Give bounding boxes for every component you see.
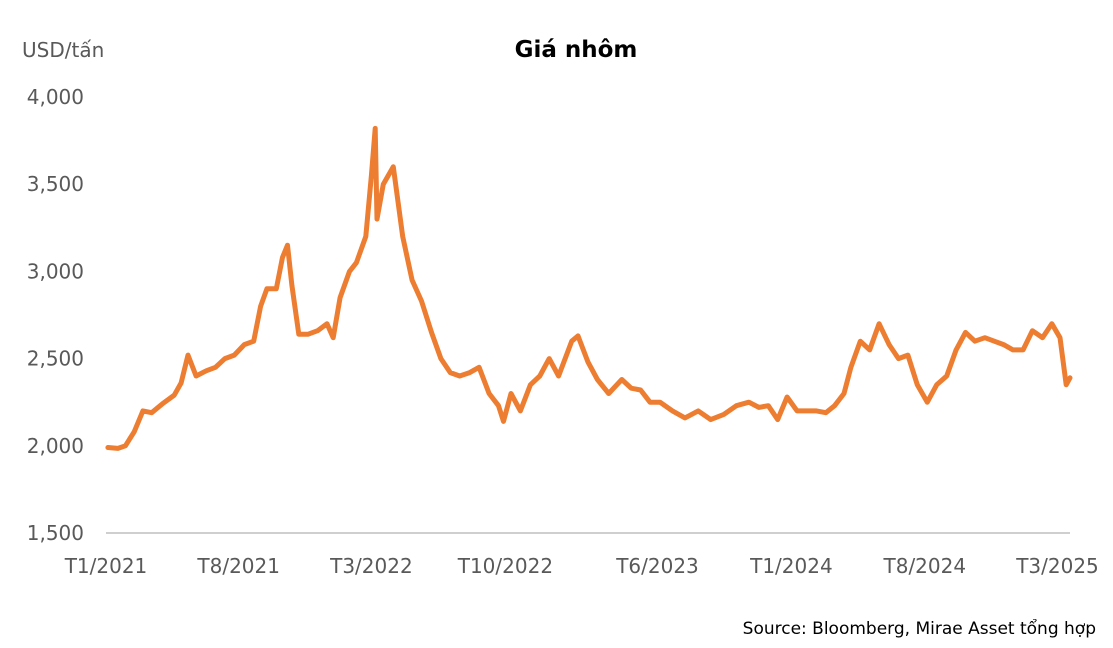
x-axis-ticks: T1/2021 T8/2021 T3/2022 T10/2022 T6/2023 T1/2… [64, 554, 1099, 578]
source-note: Source: Bloomberg, Mirae Asset tổng hợp [743, 618, 1096, 639]
y-tick-label: 3,000 [27, 259, 84, 283]
series-line-0 [105, 125, 1073, 451]
x-tick-label: T10/2022 [457, 554, 553, 578]
x-tick-label: T8/2021 [196, 554, 280, 578]
x-tick-label: T3/2022 [329, 554, 413, 578]
y-tick-label: 4,000 [27, 85, 84, 109]
chart-title: Giá nhôm [515, 37, 638, 63]
x-tick-label: T1/2024 [749, 554, 833, 578]
series-layer [105, 125, 1073, 451]
y-tick-label: 2,500 [27, 347, 84, 371]
y-tick-label: 2,000 [27, 434, 84, 458]
x-tick-label: T6/2023 [615, 554, 699, 578]
x-tick-label: T1/2021 [64, 554, 148, 578]
y-tick-label: 3,500 [27, 172, 84, 196]
x-tick-label: T8/2024 [883, 554, 967, 578]
x-tick-label: T3/2025 [1015, 554, 1099, 578]
y-axis-unit-label: USD/tấn [22, 38, 104, 62]
y-axis-ticks: 1,500 2,000 2,500 3,000 3,500 4,000 [27, 85, 84, 545]
y-tick-label: 1,500 [27, 521, 84, 545]
